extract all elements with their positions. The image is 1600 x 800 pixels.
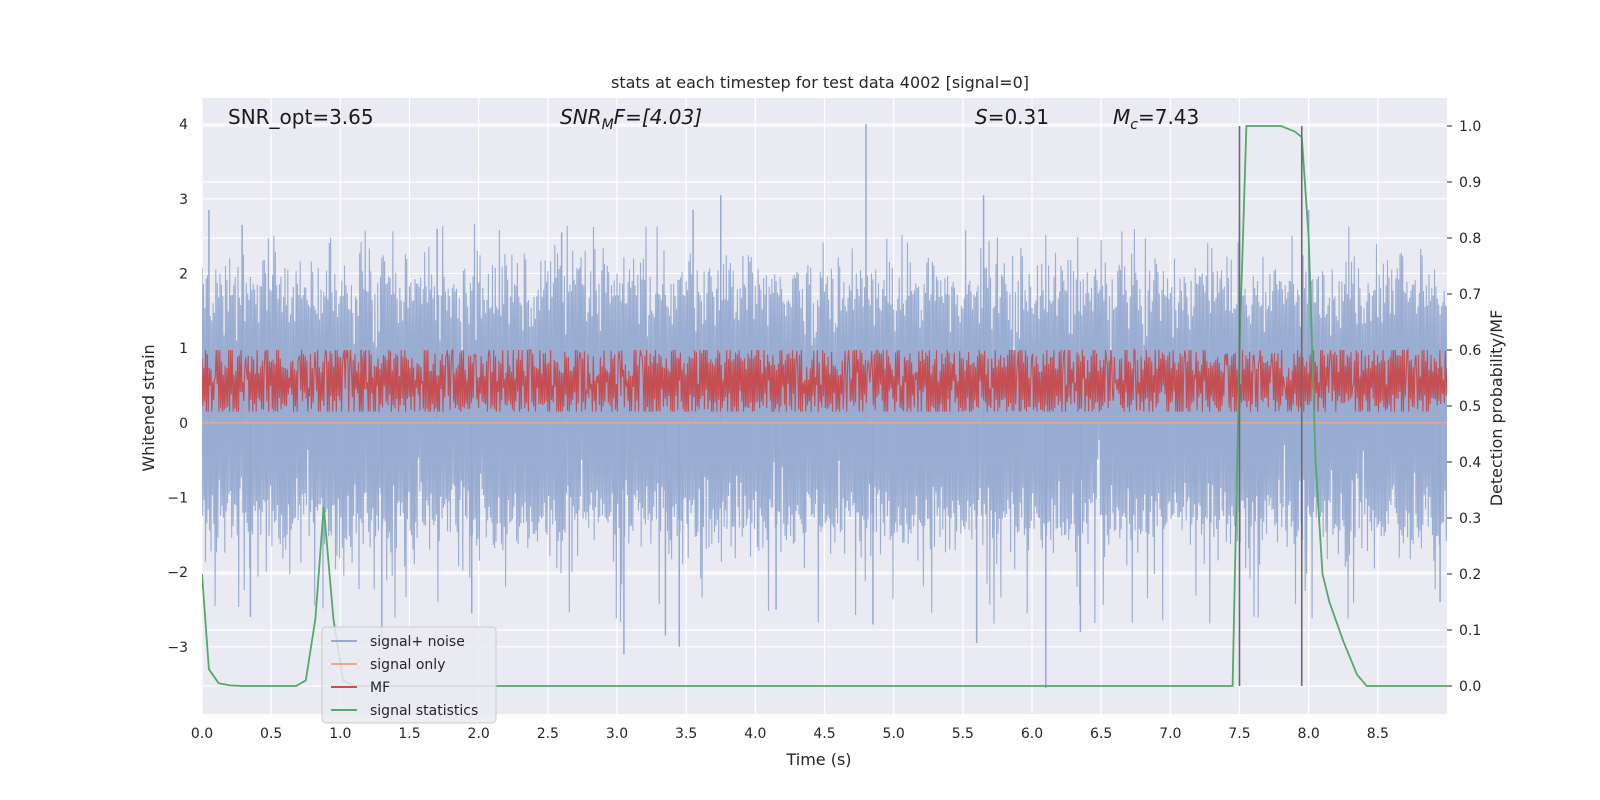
x-tick-label: 7.5 [1228, 726, 1250, 742]
x-tick-label: 2.0 [468, 726, 490, 742]
annotation-snr-mf: SNRMF=[4.03] [560, 105, 702, 133]
annotation-snr-mf-tail: F=[4.03] [614, 105, 702, 129]
y-tick-label-left: −2 [167, 565, 188, 581]
y-tick-label-right: 0.6 [1459, 343, 1481, 359]
annotation-snr-mf-sub: M [602, 117, 614, 133]
y-tick-label-right: 0.7 [1459, 287, 1481, 303]
y-tick-label-right: 0.0 [1459, 679, 1481, 695]
x-tick-label: 7.0 [1159, 726, 1181, 742]
annotation-mc-base: M [1113, 105, 1130, 129]
y-tick-label-left: −3 [167, 640, 188, 656]
legend-label-signal-statistics: signal statistics [370, 703, 478, 719]
x-tick-label: 5.0 [883, 726, 905, 742]
y-tick-label-right: 1.0 [1459, 119, 1481, 135]
x-tick-label: 0.5 [260, 726, 282, 742]
y-axis-label-left: Whitened strain [139, 344, 158, 471]
y-tick-label-right: 0.8 [1459, 231, 1481, 247]
x-tick-label: 3.5 [675, 726, 697, 742]
y-tick-label-right: 0.4 [1459, 455, 1481, 471]
series-signal-statistics [202, 125, 1447, 687]
x-tick-label: 2.5 [537, 726, 559, 742]
vertical-markers [1238, 126, 1303, 686]
tick-labels: 0.0 0.5 1.0 1.5 2.0 2.5 3.0 3.5 4.0 4.5 5.0 5.5 6.0 6… [167, 117, 1481, 742]
legend: signal+ noise signal only MF signal stat… [321, 626, 497, 724]
x-tick-label: 1.0 [329, 726, 351, 742]
y-tick-label-left: 4 [179, 117, 188, 133]
x-tick-label: 0.0 [191, 726, 213, 742]
annotation-snr-opt: SNR_opt=3.65 [228, 105, 374, 129]
x-tick-label: 1.5 [398, 726, 420, 742]
x-tick-label: 5.5 [952, 726, 974, 742]
annotation-mc-sub: c [1130, 117, 1138, 133]
annotation-mc-tail: =7.43 [1138, 105, 1199, 129]
y-tick-label-right: 0.2 [1459, 567, 1481, 583]
legend-label-signal-only: signal only [370, 657, 445, 673]
y-tick-label-left: 3 [179, 192, 188, 208]
y-tick-label-right: 0.5 [1459, 399, 1481, 415]
x-tick-label: 6.5 [1090, 726, 1112, 742]
y-tick-label-right: 0.9 [1459, 175, 1481, 191]
x-tick-label: 4.5 [813, 726, 835, 742]
x-tick-label: 8.0 [1298, 726, 1320, 742]
y-tick-label-left: −1 [167, 490, 188, 506]
y-axis-label-right: Detection probability/MF [1487, 310, 1506, 507]
x-axis-label: Time (s) [785, 750, 851, 769]
annotation-mc: Mc=7.43 [1113, 105, 1199, 133]
annotation-s: S=0.31 [975, 105, 1049, 129]
annotation-s-base: S [975, 105, 988, 129]
x-tick-label: 3.0 [606, 726, 628, 742]
chart-title: stats at each timestep for test data 400… [611, 73, 1029, 92]
x-tick-label: 6.0 [1021, 726, 1043, 742]
legend-label-mf: MF [370, 680, 390, 696]
annotation-snr-mf-base: SNR [560, 105, 602, 129]
x-tick-label: 4.0 [744, 726, 766, 742]
annotation-s-tail: =0.31 [988, 105, 1049, 129]
x-tick-label: 8.5 [1367, 726, 1389, 742]
legend-label-signal-noise: signal+ noise [370, 634, 465, 650]
y-tick-label-right: 0.1 [1459, 623, 1481, 639]
y-tick-label-right: 0.3 [1459, 511, 1481, 527]
y-tick-label-left: 2 [179, 266, 188, 282]
y-tick-label-left: 0 [179, 416, 188, 432]
y-tick-label-left: 1 [179, 341, 188, 357]
